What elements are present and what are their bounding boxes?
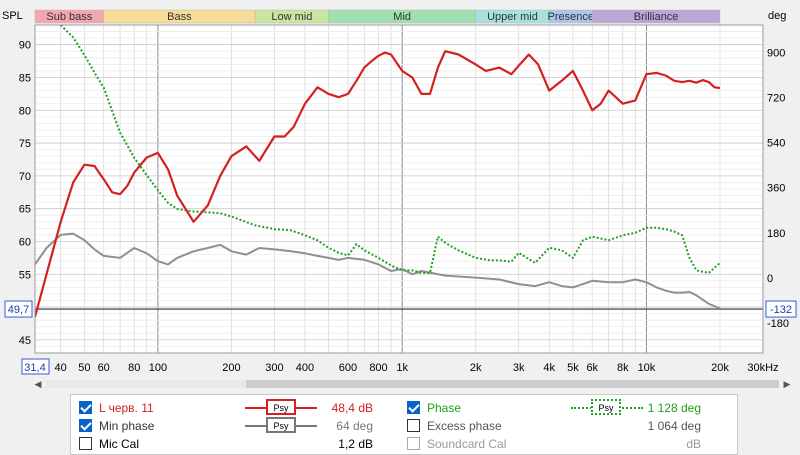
y-tick-left: 45 bbox=[19, 335, 31, 347]
series-label: Excess phase bbox=[427, 419, 502, 433]
y-tick-left: 85 bbox=[19, 72, 31, 84]
plot-border bbox=[34, 24, 764, 354]
y-axis-right-title: deg bbox=[768, 10, 786, 22]
series-value: 1 064 deg bbox=[647, 419, 701, 433]
x-tick-label: 60 bbox=[98, 362, 110, 374]
psy-smoothing-icon[interactable]: Psy bbox=[266, 399, 296, 415]
y-tick-right: -180 bbox=[767, 318, 789, 330]
series-value: 48,4 dB bbox=[331, 401, 373, 415]
series-value: dB bbox=[686, 437, 701, 451]
soundcard-cal-checkbox[interactable] bbox=[407, 437, 420, 450]
l-cherv-checkbox[interactable] bbox=[79, 401, 92, 414]
series-label: Mic Cal bbox=[99, 437, 140, 451]
series-value: 64 deg bbox=[336, 419, 373, 433]
cursor-value-left: 49,7 bbox=[8, 304, 29, 316]
x-cursor-box bbox=[21, 358, 50, 375]
x-tick-label: 20k bbox=[711, 362, 729, 374]
psy-smoothing-icon[interactable]: Psy bbox=[266, 417, 296, 433]
x-tick-label: 3k bbox=[513, 362, 525, 374]
y-tick-right: 180 bbox=[767, 228, 785, 240]
y-tick-left: 60 bbox=[19, 236, 31, 248]
x-tick-label: 5k bbox=[567, 362, 579, 374]
x-tick-label: 200 bbox=[222, 362, 240, 374]
legend-panel: L черв. 11 Psy 48,4 dB Phase Psy 1 128 d… bbox=[70, 394, 738, 455]
band-label: Presence bbox=[548, 11, 594, 23]
x-tick-label: 31,4 bbox=[24, 362, 45, 374]
cursor-box-left bbox=[4, 300, 33, 318]
band-label: Sub bass bbox=[46, 11, 92, 23]
series-line-phase bbox=[59, 25, 721, 274]
series-line-l-11 bbox=[35, 50, 721, 318]
mic-cal-checkbox[interactable] bbox=[79, 437, 92, 450]
scroll-left-arrow-icon[interactable]: ◀ bbox=[34, 379, 42, 389]
series-label: L черв. 11 bbox=[99, 401, 154, 415]
series-line-min-phase bbox=[35, 232, 721, 310]
y-axis-left-title: SPL bbox=[2, 10, 23, 22]
x-tick-label: 400 bbox=[296, 362, 314, 374]
psy-smoothing-icon[interactable]: Psy bbox=[591, 399, 621, 415]
x-tick-label: 600 bbox=[339, 362, 357, 374]
y-tick-left: 70 bbox=[19, 171, 31, 183]
series-label: Soundcard Cal bbox=[427, 437, 507, 451]
y-tick-left: 65 bbox=[19, 204, 31, 216]
y-tick-left: 80 bbox=[19, 105, 31, 117]
x-tick-label: 4k bbox=[543, 362, 555, 374]
y-tick-right: 720 bbox=[767, 93, 785, 105]
y-tick-left: 90 bbox=[19, 40, 31, 52]
x-tick-label: 2k bbox=[470, 362, 482, 374]
legend-row: Min phase Psy 64 deg Excess phase 1 064 … bbox=[71, 416, 737, 436]
scroll-right-arrow-icon[interactable]: ▶ bbox=[783, 379, 791, 389]
horizontal-scrollbar[interactable]: ◀ ▶ bbox=[32, 377, 793, 391]
x-tick-label: 10k bbox=[638, 362, 656, 374]
y-tick-right: 0 bbox=[767, 273, 773, 285]
x-tick-label: 80 bbox=[128, 362, 140, 374]
x-tick-label: 40 bbox=[55, 362, 67, 374]
series-label: Phase bbox=[427, 401, 462, 415]
y-tick-right: 900 bbox=[767, 48, 785, 60]
legend-row: L черв. 11 Psy 48,4 dB Phase Psy 1 128 d… bbox=[71, 398, 737, 418]
band-6 bbox=[592, 9, 721, 24]
band-label: Mid bbox=[393, 11, 411, 23]
legend-row: Mic Cal 1,2 dB Soundcard Cal dB bbox=[71, 434, 737, 454]
x-tick-label: 30kHz bbox=[747, 362, 778, 374]
band-label: Low mid bbox=[271, 11, 312, 23]
x-tick-label: 300 bbox=[265, 362, 283, 374]
y-tick-right: 540 bbox=[767, 138, 785, 150]
x-tick-label: 6k bbox=[586, 362, 598, 374]
excess-phase-checkbox[interactable] bbox=[407, 419, 420, 432]
min-phase-checkbox[interactable] bbox=[79, 419, 92, 432]
cursor-box-right bbox=[765, 300, 797, 318]
y-tick-right: 360 bbox=[767, 183, 785, 195]
x-tick-label: 1k bbox=[396, 362, 408, 374]
band-label: Bass bbox=[167, 11, 192, 23]
x-tick-label: 8k bbox=[617, 362, 629, 374]
phase-checkbox[interactable] bbox=[407, 401, 420, 414]
cursor-value-right: -132 bbox=[770, 304, 792, 316]
y-tick-left: 55 bbox=[19, 269, 31, 281]
y-tick-left: 75 bbox=[19, 138, 31, 150]
series-value: 1,2 dB bbox=[338, 437, 373, 451]
series-label: Min phase bbox=[99, 419, 155, 433]
scroll-thumb[interactable] bbox=[246, 380, 779, 388]
x-tick-label: 800 bbox=[369, 362, 387, 374]
series-value: 1 128 deg bbox=[647, 401, 701, 415]
band-label: Brilliance bbox=[634, 11, 679, 23]
frequency-response-chart[interactable]: Sub bass Bass Low mid Mid Upper mid Presence B… bbox=[0, 0, 800, 375]
x-tick-label: 50 bbox=[78, 362, 90, 374]
scroll-track[interactable] bbox=[46, 380, 779, 388]
x-tick-label: 100 bbox=[149, 362, 167, 374]
band-label: Upper mid bbox=[487, 11, 538, 23]
